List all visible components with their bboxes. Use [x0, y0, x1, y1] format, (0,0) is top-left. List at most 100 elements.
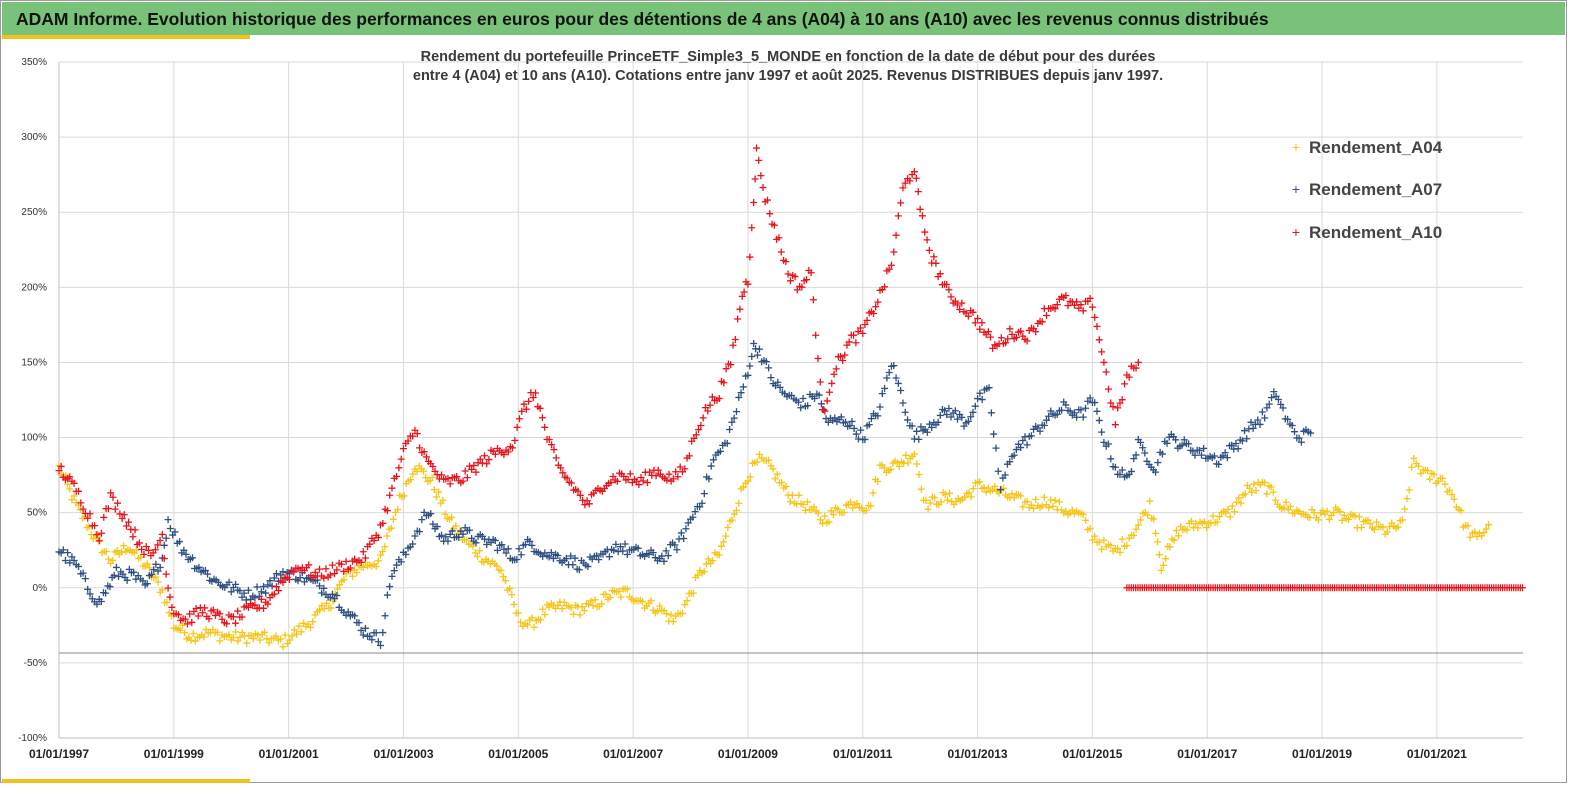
rendement-a07-point [1249, 424, 1257, 432]
x-tick-label: 01/01/2011 [833, 747, 893, 761]
rendement-a10-point [192, 604, 200, 612]
rendement-a10-point [652, 472, 660, 480]
rendement-a10-point [775, 234, 783, 242]
rendement-a04-point [746, 473, 754, 481]
rendement-a10-point [1012, 334, 1020, 342]
rendement-a04-point [1373, 518, 1381, 526]
rendement-a07-point [227, 588, 235, 596]
rendement-a07-point [883, 374, 891, 382]
rendement-a07-point [388, 572, 396, 580]
rendement-a07-point [1139, 444, 1147, 452]
rendement-a04-point [1394, 523, 1402, 531]
rendement-a04-point [68, 496, 76, 504]
rendement-a07-point [1307, 429, 1315, 437]
rendement-a10-point [945, 286, 953, 294]
rendement-a04-point [874, 477, 882, 485]
rendement-a10-point [841, 351, 849, 359]
rendement-a10-point [791, 273, 799, 281]
rendement-a07-point [160, 541, 168, 549]
rendement-a07-point [1234, 445, 1242, 453]
rendement-a07-point [502, 549, 510, 557]
rendement-a07-point [483, 540, 491, 548]
rendement-a10-point [100, 513, 108, 521]
rendement-a10-point [305, 561, 313, 569]
rendement-a04-point [499, 573, 507, 581]
rendement-a10-point [763, 196, 771, 204]
rendement-a10-point [777, 248, 785, 256]
rendement-a10-point [637, 474, 645, 482]
rendement-a04-point [1358, 524, 1366, 532]
rendement-a04-point [961, 493, 969, 501]
rendement-a10-point [393, 472, 401, 480]
rendement-a04-point [1172, 526, 1180, 534]
rendement-a07-point [934, 418, 942, 426]
rendement-a10-point [446, 480, 454, 488]
rendement-a10-point [1032, 328, 1040, 336]
chart-title-line-2: entre 4 (A04) et 10 ans (A10). Cotations… [413, 68, 1163, 84]
rendement-a07-point [262, 589, 270, 597]
rendement-a04-point [915, 470, 923, 478]
rendement-a04-point [567, 604, 575, 612]
rendement-a10-point [234, 607, 242, 615]
rendement-a07-point [660, 557, 668, 565]
rendement-a07-point [705, 475, 713, 483]
rendement-a04-point [887, 465, 895, 473]
rendement-a07-point [732, 408, 740, 416]
rendement-a04-point [272, 632, 280, 640]
rendement-a04-point [965, 489, 973, 497]
rendement-a10-point [548, 441, 556, 449]
rendement-a10-point [727, 361, 735, 369]
rendement-a04-point [602, 590, 610, 598]
rendement-a04-point [1030, 504, 1038, 512]
rendement-a07-point [1263, 404, 1271, 412]
rendement-a07-point [890, 362, 898, 370]
rendement-a10-point [500, 451, 508, 459]
rendement-a07-point [1243, 435, 1251, 443]
rendement-a04-point [1424, 467, 1432, 475]
rendement-a04-point [801, 507, 809, 515]
rendement-a04-point [804, 498, 812, 506]
rendement-a04-point [902, 451, 910, 459]
rendement-a07-point [1012, 446, 1020, 454]
rendement-a07-point [79, 569, 87, 577]
rendement-a04-point [638, 598, 646, 606]
rendement-a10-point [704, 407, 712, 415]
rendement-a10-point [974, 315, 982, 323]
rendement-a10-point [290, 568, 298, 576]
rendement-a07-point [264, 581, 272, 589]
rendement-a04-point [471, 549, 479, 557]
rendement-a07-point [876, 403, 884, 411]
rendement-a10-point [316, 565, 324, 573]
rendement-a04-point [1237, 499, 1245, 507]
rendement-a10-point [545, 436, 553, 444]
rendement-a10-point [1079, 307, 1087, 315]
rendement-a04-point [1137, 516, 1145, 524]
rendement-a10-point [825, 388, 833, 396]
rendement-a07-point [726, 425, 734, 433]
rendement-a10-point [379, 519, 387, 527]
rendement-a07-point [344, 608, 352, 616]
rendement-a07-point [804, 402, 812, 410]
rendement-a04-point [387, 524, 395, 532]
rendement-a07-point [123, 576, 131, 584]
rendement-a10-point [116, 510, 124, 518]
rendement-a10-point [491, 450, 499, 458]
rendement-a10-point [951, 297, 959, 305]
rendement-a04-point [537, 616, 545, 624]
rendement-a04-point [778, 478, 786, 486]
rendement-a04-point [904, 459, 912, 467]
rendement-a07-point [70, 556, 78, 564]
rendement-a10-point [850, 331, 858, 339]
rendement-a10-point [461, 467, 469, 475]
rendement-a07-point [1154, 459, 1162, 467]
rendement-a04-point [64, 480, 72, 488]
rendement-a04-point [508, 591, 516, 599]
rendement-a10-point [812, 331, 820, 339]
rendement-a10-point [1053, 301, 1061, 309]
rendement-a10-point [870, 309, 878, 317]
rendement-a10-point [270, 590, 278, 598]
rendement-a10-point [145, 546, 153, 554]
rendement-a10-point [567, 479, 575, 487]
rendement-a10-point [359, 548, 367, 556]
rendement-a04-point [374, 557, 382, 565]
